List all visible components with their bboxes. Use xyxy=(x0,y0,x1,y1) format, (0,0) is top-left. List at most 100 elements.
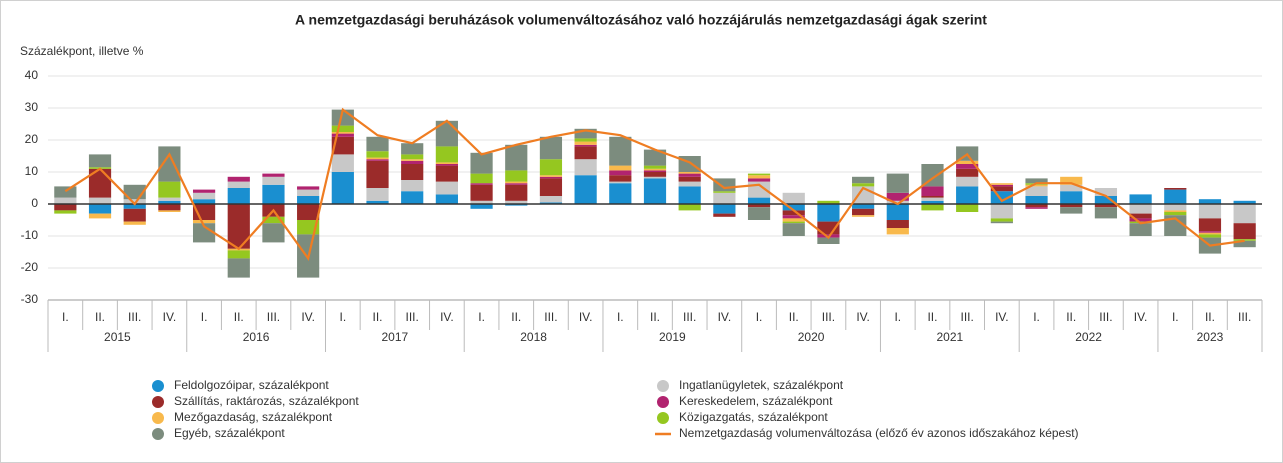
bar-segment xyxy=(1164,215,1187,236)
bar-segment xyxy=(886,204,909,220)
bar-segment xyxy=(852,176,875,184)
bar-segment xyxy=(331,136,354,155)
bar-segment xyxy=(505,183,528,185)
bar-segment xyxy=(782,192,805,204)
bar-segment xyxy=(401,159,424,161)
bar-segment xyxy=(366,188,389,201)
bar-segment xyxy=(1129,218,1152,222)
bar-segment xyxy=(470,173,493,184)
bar-segment xyxy=(505,204,528,206)
bar-segment xyxy=(505,144,528,171)
bar-segment xyxy=(1129,204,1152,214)
bar-segment xyxy=(956,204,979,212)
x-tick-label: I. xyxy=(201,310,208,324)
bar-segment xyxy=(366,159,389,161)
bar-segment xyxy=(747,175,771,179)
bar-segment xyxy=(539,202,563,204)
bar-segment xyxy=(88,204,112,214)
y-tick-label: 20 xyxy=(25,132,39,146)
bar-segment xyxy=(297,186,320,190)
x-tick-label: III. xyxy=(822,310,835,324)
x-tick-label: I. xyxy=(62,310,69,324)
legend-label: Kereskedelem, százalékpont xyxy=(679,394,833,408)
x-tick-label: II. xyxy=(1205,310,1215,324)
bar-segment xyxy=(1060,207,1083,214)
bar-segment xyxy=(401,160,424,164)
bar-segment xyxy=(331,133,354,137)
bar-segment xyxy=(505,200,528,204)
bar-segment xyxy=(817,204,840,222)
bar-segment xyxy=(990,186,1013,192)
x-tick-label: III. xyxy=(683,310,696,324)
bar-segment xyxy=(990,218,1013,222)
legend-label: Szállítás, raktározás, százalékpont xyxy=(174,394,359,408)
bar-segment xyxy=(262,216,285,224)
x-tick-label: II. xyxy=(650,310,660,324)
bar-segment xyxy=(1094,196,1118,204)
bar-segment xyxy=(331,172,354,204)
bar-segment xyxy=(921,164,944,187)
bar-segment xyxy=(643,149,667,166)
x-group-label: 2018 xyxy=(520,330,547,344)
bar-segment xyxy=(192,192,216,200)
bar-segment xyxy=(678,181,701,187)
legend-label: Feldolgozóipar, százalékpont xyxy=(174,378,329,392)
bar-segment xyxy=(88,168,112,198)
bar-segment xyxy=(713,192,736,204)
y-axis-label: Százalékpont, illetve % xyxy=(20,44,144,58)
bar-segment xyxy=(921,196,944,198)
bar-segment xyxy=(1025,178,1048,184)
x-tick-label: IV. xyxy=(856,310,870,324)
bar-segment xyxy=(990,221,1013,224)
bar-segment xyxy=(158,210,181,212)
x-tick-label: III. xyxy=(267,310,280,324)
bar-segment xyxy=(713,178,736,192)
x-tick-label: I. xyxy=(894,310,901,324)
bar-segment xyxy=(401,143,424,155)
bar-segment xyxy=(1198,232,1222,235)
bar-segment xyxy=(747,204,771,208)
bar-segment xyxy=(747,207,771,220)
bar-segment xyxy=(227,176,250,182)
bar-segment xyxy=(643,172,667,177)
bar-segment xyxy=(158,200,181,204)
bar-segment xyxy=(990,183,1013,185)
bar-segment xyxy=(1129,223,1152,236)
bar-segment xyxy=(54,204,77,211)
bar-segment xyxy=(609,165,632,171)
bar-segment xyxy=(1164,212,1187,216)
x-group-label: 2022 xyxy=(1075,330,1102,344)
bar-segment xyxy=(990,204,1013,219)
bar-segment xyxy=(227,250,250,259)
bar-segment xyxy=(817,200,840,204)
bar-segment xyxy=(1198,218,1222,232)
bar-segment xyxy=(921,204,944,211)
bar-segment xyxy=(158,204,181,211)
bar-segment xyxy=(990,184,1013,187)
bar-segment xyxy=(539,196,563,203)
x-tick-label: III. xyxy=(960,310,973,324)
x-tick-label: I. xyxy=(339,310,346,324)
bar-segment xyxy=(1094,204,1118,208)
bar-segment xyxy=(88,154,112,168)
bar-segment xyxy=(401,180,424,192)
bar-segment xyxy=(1233,223,1256,240)
bar-segment xyxy=(505,170,528,182)
bar-segment xyxy=(643,178,667,204)
bar-segment xyxy=(435,194,458,204)
bar-segment xyxy=(574,159,597,176)
bar-segment xyxy=(88,197,112,204)
bar-segment xyxy=(539,176,563,179)
x-tick-label: II. xyxy=(789,310,799,324)
bar-segment xyxy=(227,204,250,249)
bar-segment xyxy=(782,223,805,236)
legend-swatch xyxy=(657,396,669,408)
bar-segment xyxy=(852,208,875,216)
bar-segment xyxy=(435,165,458,182)
bar-segment xyxy=(574,128,597,139)
legend-swatch xyxy=(657,412,669,424)
y-tick-label: 0 xyxy=(31,196,38,210)
y-tick-label: -10 xyxy=(21,228,39,242)
bar-segment xyxy=(401,154,424,160)
bar-segment xyxy=(782,215,805,219)
